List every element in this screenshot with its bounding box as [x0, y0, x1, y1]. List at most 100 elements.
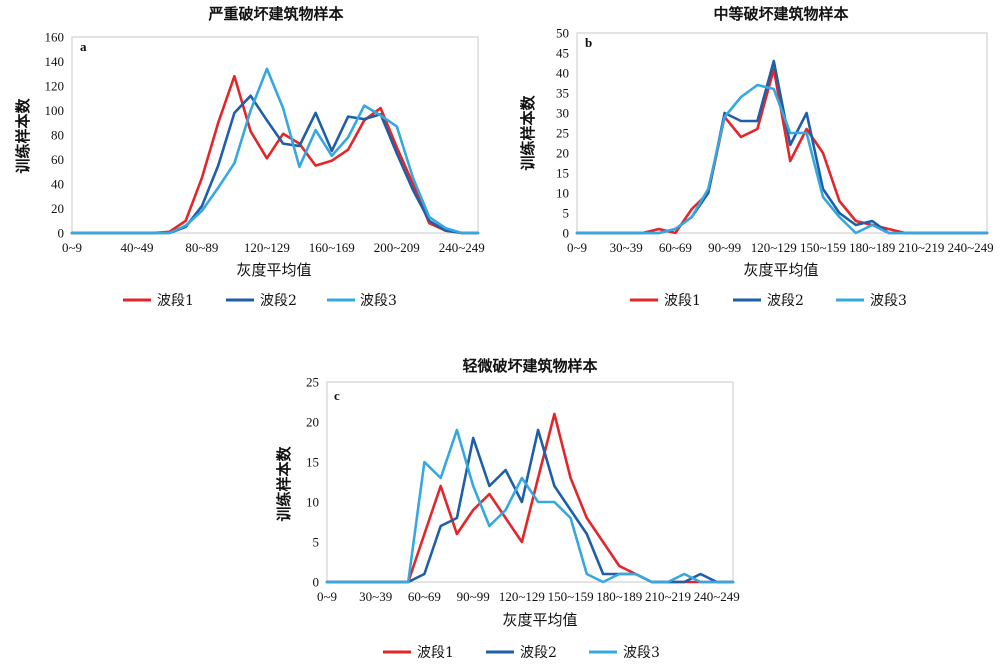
chart-title: 轻微破坏建筑物样本 [462, 357, 597, 375]
legend-label: 波段2 [260, 293, 297, 309]
legend-label: 波段1 [664, 293, 701, 309]
legend-item: 波段2 [226, 293, 297, 309]
x-tick-label: 240~249 [439, 240, 485, 255]
chart-c: 轻微破坏建筑物样本 训练样本数 0 5 10 15 20 25 0~9 30~39 60~69 9… [275, 357, 740, 661]
y-tick-label: 160 [45, 30, 65, 45]
legend-item: 波段2 [486, 645, 557, 661]
legend-item: 波段1 [123, 293, 194, 309]
x-tick-label: 60~69 [408, 589, 441, 604]
y-tick-label: 20 [556, 146, 569, 161]
plot-area: 0 5 10 15 20 25 0~9 30~39 60~69 90~99 120~129 150~1… [306, 375, 740, 605]
series-line-band1 [70, 74, 480, 235]
x-tick-label: 0~9 [62, 240, 82, 255]
plot-area: 0 20 40 60 80 100 120 140 160 0~9 40~49 80~89 120~12… [45, 30, 485, 256]
x-tick-label: 120~129 [499, 589, 545, 604]
x-tick-label: 0~9 [567, 240, 587, 255]
x-tick-label: 210~219 [645, 589, 691, 604]
y-tick-label: 45 [556, 46, 569, 61]
y-tick-label: 5 [313, 535, 320, 550]
x-tick-label: 240~249 [694, 589, 740, 604]
y-tick-label: 80 [51, 128, 64, 143]
chart-a: 严重破坏建筑物样本 训练样本数 0 20 40 60 80 100 120 140 160 0~9… [14, 5, 485, 309]
legend-item: 波段1 [383, 645, 454, 661]
y-tick-label: 60 [51, 152, 64, 167]
series-line-band2 [575, 59, 989, 235]
series-line-band2 [70, 94, 480, 235]
x-tick-label: 180~189 [596, 589, 642, 604]
legend-label: 波段2 [520, 645, 557, 661]
x-tick-label: 0~9 [317, 589, 337, 604]
legend-label: 波段3 [360, 293, 397, 309]
x-tick-label: 120~129 [751, 240, 797, 255]
panel-label: c [334, 388, 340, 403]
x-tick-label: 160~169 [309, 240, 355, 255]
y-tick-label: 140 [45, 54, 65, 69]
panel-label: b [585, 35, 592, 50]
y-tick-label: 0 [58, 226, 65, 241]
x-tick-label: 30~39 [610, 240, 643, 255]
legend-label: 波段3 [870, 293, 907, 309]
legend: 波段1 波段2 波段3 [383, 645, 660, 661]
x-tick-label: 30~39 [359, 589, 392, 604]
y-tick-label: 0 [563, 226, 570, 241]
plot-frame [71, 36, 479, 234]
x-tick-label: 90~99 [708, 240, 741, 255]
legend-label: 波段2 [767, 293, 804, 309]
x-tick-label: 80~89 [185, 240, 218, 255]
y-tick-label: 5 [563, 206, 570, 221]
legend: 波段1 波段2 波段3 [630, 293, 907, 309]
plot-frame [326, 381, 734, 583]
x-tick-label: 240~249 [948, 240, 994, 255]
x-tick-label: 150~159 [548, 589, 594, 604]
y-tick-label: 100 [45, 103, 65, 118]
y-tick-label: 20 [306, 415, 319, 430]
y-tick-label: 40 [51, 177, 64, 192]
plot-frame [576, 32, 988, 234]
series-line-band3 [575, 83, 989, 235]
y-tick-label: 40 [556, 66, 569, 81]
legend-item: 波段3 [327, 293, 397, 309]
series-line-band1 [575, 67, 989, 235]
y-tick-label: 120 [45, 79, 65, 94]
panel-label: a [80, 39, 87, 54]
y-axis-title: 训练样本数 [14, 98, 32, 174]
x-tick-label: 200~209 [374, 240, 420, 255]
y-axis-title: 训练样本数 [275, 446, 293, 522]
legend-label: 波段3 [623, 645, 660, 661]
legend-label: 波段1 [157, 293, 194, 309]
x-tick-label: 120~129 [244, 240, 290, 255]
series-line-band3 [70, 67, 480, 235]
legend-item: 波段3 [589, 645, 660, 661]
series-line-band3 [325, 428, 735, 584]
y-axis-title: 训练样本数 [519, 95, 537, 171]
legend-item: 波段3 [836, 293, 907, 309]
chart-b: 中等破坏建筑物样本 训练样本数 0 5 10 15 20 25 30 35 40 45 50 0~9 3… [519, 5, 994, 309]
y-tick-label: 15 [556, 166, 569, 181]
y-tick-label: 0 [313, 575, 320, 590]
legend-item: 波段1 [630, 293, 701, 309]
y-tick-label: 30 [556, 106, 569, 121]
y-tick-label: 25 [556, 126, 569, 141]
y-tick-label: 20 [51, 201, 64, 216]
x-tick-label: 60~69 [659, 240, 692, 255]
legend: 波段1 波段2 波段3 [123, 293, 397, 309]
x-axis-title: 灰度平均值 [743, 261, 818, 279]
x-axis-title: 灰度平均值 [502, 611, 577, 629]
chart-title: 严重破坏建筑物样本 [207, 5, 343, 23]
chart-title: 中等破坏建筑物样本 [713, 5, 848, 23]
y-tick-label: 15 [306, 455, 319, 470]
x-tick-label: 40~49 [120, 240, 153, 255]
y-tick-label: 35 [556, 86, 569, 101]
series-line-band1 [325, 412, 735, 584]
legend-item: 波段2 [733, 293, 804, 309]
legend-label: 波段1 [417, 645, 454, 661]
y-tick-label: 25 [306, 375, 319, 390]
y-tick-label: 10 [306, 495, 319, 510]
y-tick-label: 50 [556, 26, 569, 41]
x-tick-label: 150~159 [800, 240, 846, 255]
x-axis-title: 灰度平均值 [236, 261, 311, 279]
y-tick-label: 10 [556, 186, 569, 201]
x-tick-label: 210~219 [898, 240, 944, 255]
x-tick-label: 90~99 [457, 589, 490, 604]
